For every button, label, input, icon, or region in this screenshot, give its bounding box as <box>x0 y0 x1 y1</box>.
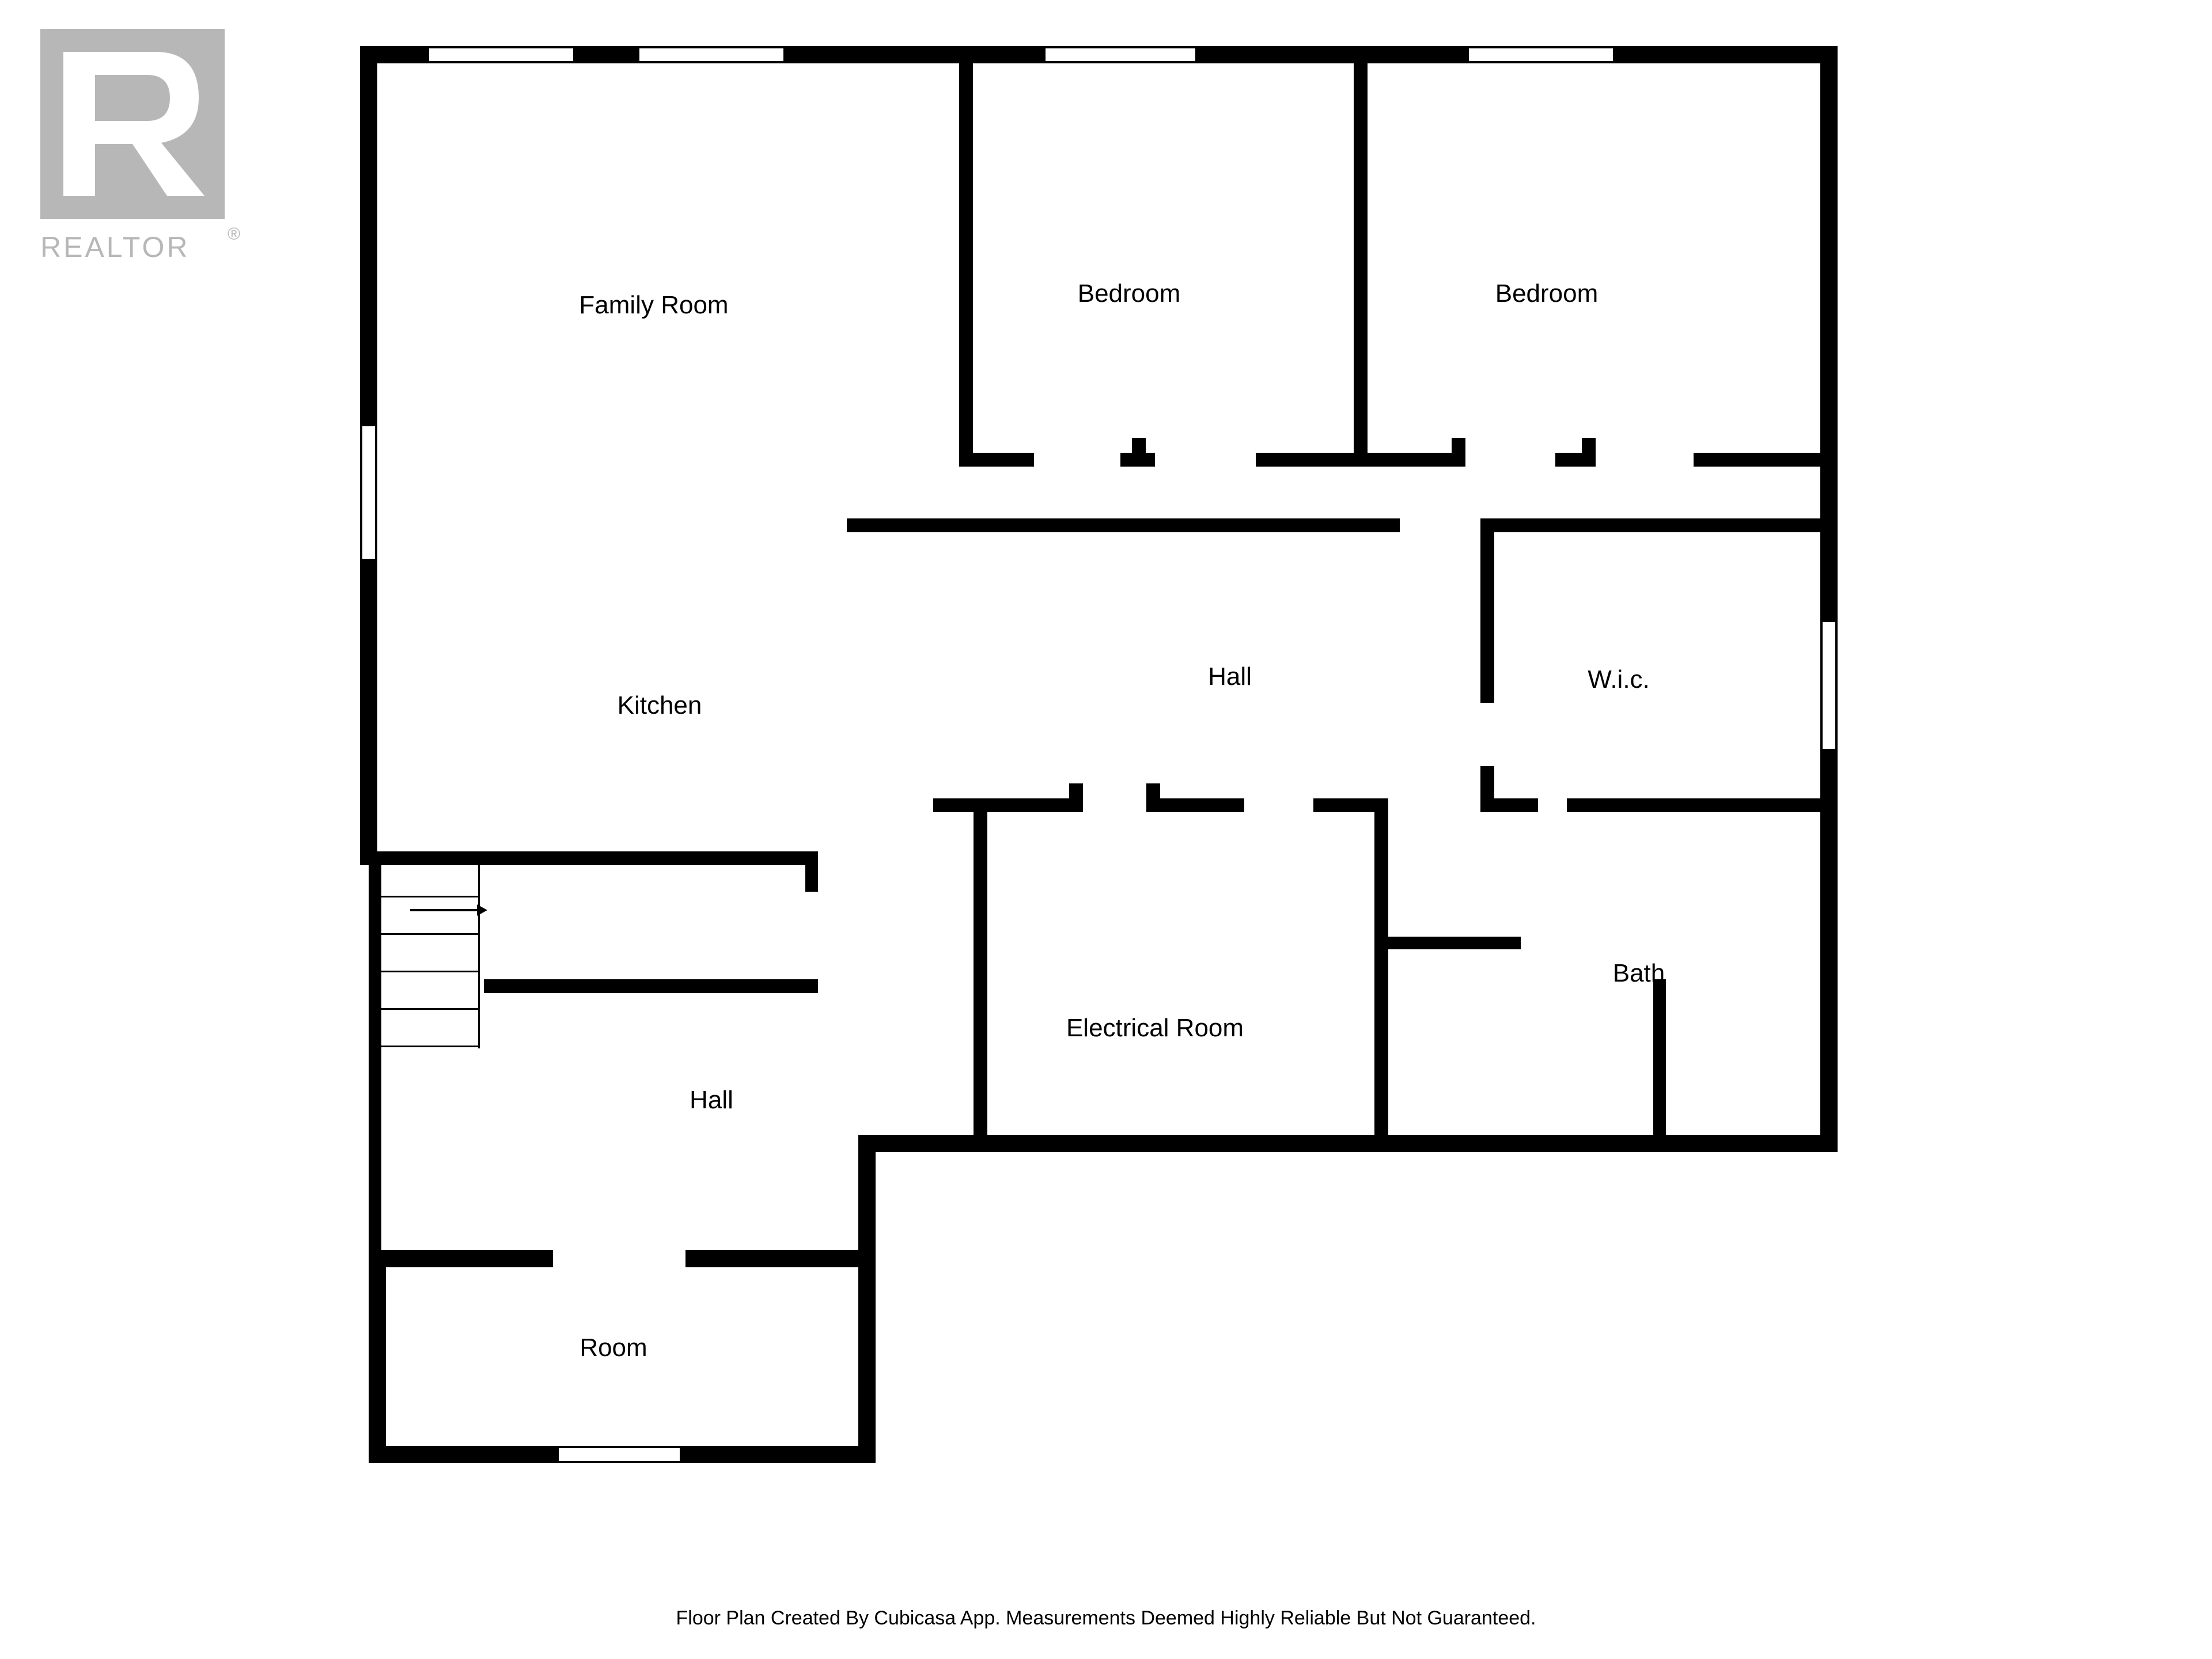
elec-right <box>1374 798 1388 1152</box>
bedroom1-closet-stub <box>1132 438 1146 467</box>
bedroom1-bottom-left <box>959 453 1034 467</box>
label-bedroom-2: Bedroom <box>1495 279 1599 308</box>
realtor-registered: ® <box>228 225 240 244</box>
elec-stub-2 <box>1146 783 1160 812</box>
realtor-logo <box>40 29 225 222</box>
bedroom2-closet-stub-l <box>1452 438 1465 467</box>
outer-right <box>1820 46 1838 1152</box>
realtor-text: REALTOR <box>40 230 190 264</box>
label-kitchen: Kitchen <box>618 691 702 720</box>
bedroom2-closet-stub-r <box>1582 438 1596 467</box>
win-top-3 <box>1046 46 1195 63</box>
elec-stub-1 <box>1069 783 1083 812</box>
elec-top-left <box>933 798 1083 812</box>
bedroom1-bottom-r2 <box>1256 453 1368 467</box>
bath-divider-horiz <box>1388 937 1521 949</box>
stair-right-stub <box>805 851 818 892</box>
win-left <box>360 426 377 559</box>
step-vertical-right <box>858 1135 876 1267</box>
win-top-4 <box>1469 46 1613 63</box>
wic-bottom-r <box>1567 798 1838 812</box>
elec-left <box>974 806 987 1141</box>
win-top-1 <box>429 46 573 63</box>
step-vertical-left <box>858 1250 876 1463</box>
mid-horizontal <box>847 518 1400 532</box>
label-wic: W.i.c. <box>1588 665 1650 694</box>
footer-text: Floor Plan Created By Cubicasa App. Meas… <box>676 1607 1536 1630</box>
wic-bottom-l <box>1480 798 1538 812</box>
stair-left-lower <box>369 979 381 1256</box>
label-electrical-room: Electrical Room <box>1066 1014 1244 1043</box>
win-right <box>1820 622 1838 749</box>
gap-step-top <box>553 1250 685 1267</box>
stair-arrow-head <box>477 904 494 922</box>
stair-mid <box>484 979 818 993</box>
stair-left-upper-seg <box>369 851 381 995</box>
bath-stub-vert <box>1653 979 1666 1146</box>
label-family-room: Family Room <box>579 291 728 320</box>
wic-left <box>1480 518 1494 703</box>
bedroom-divider <box>1354 52 1368 467</box>
outer-left-lower <box>369 1250 386 1463</box>
label-bedroom-1: Bedroom <box>1078 279 1181 308</box>
bedroom2-bottom-l <box>1354 453 1463 467</box>
stair-riser-r <box>478 864 480 1048</box>
outer-bottom-right <box>858 1135 1838 1152</box>
mid-horizontal-r <box>1480 518 1838 532</box>
label-hall-lower: Hall <box>690 1086 733 1115</box>
label-room: Room <box>579 1334 647 1362</box>
elec-top-mid <box>1146 798 1244 812</box>
stair-tread-1 <box>380 896 478 897</box>
bedroom1-left <box>959 52 973 467</box>
stair-tread-3 <box>380 971 478 972</box>
arrow-shaft <box>410 909 479 911</box>
stair-top <box>360 851 818 865</box>
win-top-2 <box>639 46 783 63</box>
stair-tread-5 <box>380 1046 478 1047</box>
bedroom2-bottom-r <box>1694 453 1838 467</box>
label-bath: Bath <box>1613 959 1665 988</box>
stair-tread-4 <box>380 1008 478 1010</box>
label-hall-upper: Hall <box>1208 662 1252 691</box>
stair-tread-2 <box>380 933 478 935</box>
win-bottom <box>559 1446 680 1463</box>
